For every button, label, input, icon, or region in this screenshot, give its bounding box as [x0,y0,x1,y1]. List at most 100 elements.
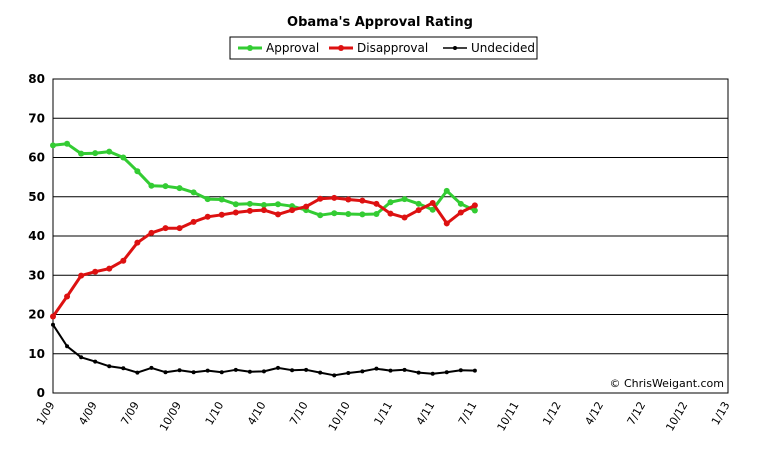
series-approval [50,140,478,219]
data-point [92,150,99,157]
data-point [402,367,407,372]
data-point [317,195,324,202]
data-point [106,265,113,272]
data-point [458,368,463,373]
data-point [176,225,183,232]
data-point [64,293,71,300]
data-point [373,200,380,207]
data-point [303,203,310,210]
data-point [318,370,323,375]
series-layer [50,140,478,378]
data-point [205,368,210,373]
data-point [346,370,351,375]
data-point [246,207,253,214]
data-point [260,207,267,214]
y-tick-label: 20 [28,308,45,322]
y-tick-label: 50 [28,190,45,204]
data-point [388,368,393,373]
y-tick-label: 10 [28,347,45,361]
data-point [275,201,281,208]
data-point [443,220,450,227]
data-point [304,367,309,372]
x-tick-label: 1/11 [371,399,395,427]
data-point [373,211,380,218]
gridlines [53,117,728,355]
x-axis-ticks: 1/09 4/09 7/09 10/09 1/10 4/10 7/10 10/10 1/11 4/… [34,399,733,433]
legend-box [229,36,538,60]
data-point [135,370,140,375]
legend: Approval Disapproval Undecided [229,36,538,60]
data-point [359,211,366,218]
x-tick-label: 7/11 [456,399,480,427]
data-point [232,209,239,216]
x-tick-label: 7/12 [625,399,649,427]
data-point [472,368,477,373]
data-point [79,355,84,360]
data-point [345,211,352,218]
legend-item-disapproval: Disapproval [329,41,428,55]
data-point [106,148,113,155]
data-point [416,370,421,375]
data-point [120,154,127,161]
data-point [218,196,225,203]
data-point [78,272,85,279]
data-point [246,200,253,207]
x-tick-label: 1/12 [540,399,564,427]
data-point [121,366,126,371]
data-point [387,210,394,217]
data-point [107,364,112,369]
y-tick-label: 30 [28,268,45,282]
data-point [134,168,141,175]
y-tick-label: 40 [28,229,45,243]
data-point [401,214,408,221]
x-tick-label: 4/09 [76,399,100,427]
y-tick-label: 80 [28,72,45,86]
legend-marker [338,45,344,51]
data-point [218,211,225,218]
data-point [50,142,56,149]
x-tick-label: 4/10 [245,399,269,427]
data-point [415,200,422,207]
y-tick-label: 0 [37,386,45,400]
legend-item-approval: Approval [238,41,319,55]
data-point [78,150,85,157]
data-point [457,209,464,216]
data-point [177,368,182,373]
chart-title: Obama's Approval Rating [287,15,473,30]
data-point [444,370,449,375]
legend-label: Undecided [471,41,535,55]
data-point [247,369,252,374]
data-point [204,196,211,203]
data-point [345,196,352,203]
x-tick-label: 1/09 [34,399,58,427]
data-point [275,211,281,218]
data-point [65,344,70,349]
data-point [317,212,324,219]
data-point [457,200,464,207]
legend-label: Approval [266,41,319,55]
x-tick-label: 10/12 [663,399,690,433]
x-tick-label: 7/10 [287,399,311,427]
data-point [276,365,280,370]
y-tick-label: 60 [28,151,45,165]
data-point [332,373,337,378]
data-point [92,268,99,275]
data-point [374,366,379,371]
data-point [190,218,197,225]
data-point [134,239,141,246]
data-point [401,196,408,203]
data-point [233,367,238,372]
x-tick-label: 10/09 [157,399,184,433]
x-tick-label: 10/10 [326,399,353,433]
data-point [50,313,56,320]
data-point [219,370,224,375]
data-point [415,207,422,214]
data-point [51,322,55,327]
data-point [232,201,239,208]
data-point [471,202,478,209]
y-tick-label: 70 [28,111,45,125]
legend-marker [453,46,457,50]
x-tick-label: 7/09 [118,399,142,427]
x-tick-label: 1/10 [203,399,227,427]
